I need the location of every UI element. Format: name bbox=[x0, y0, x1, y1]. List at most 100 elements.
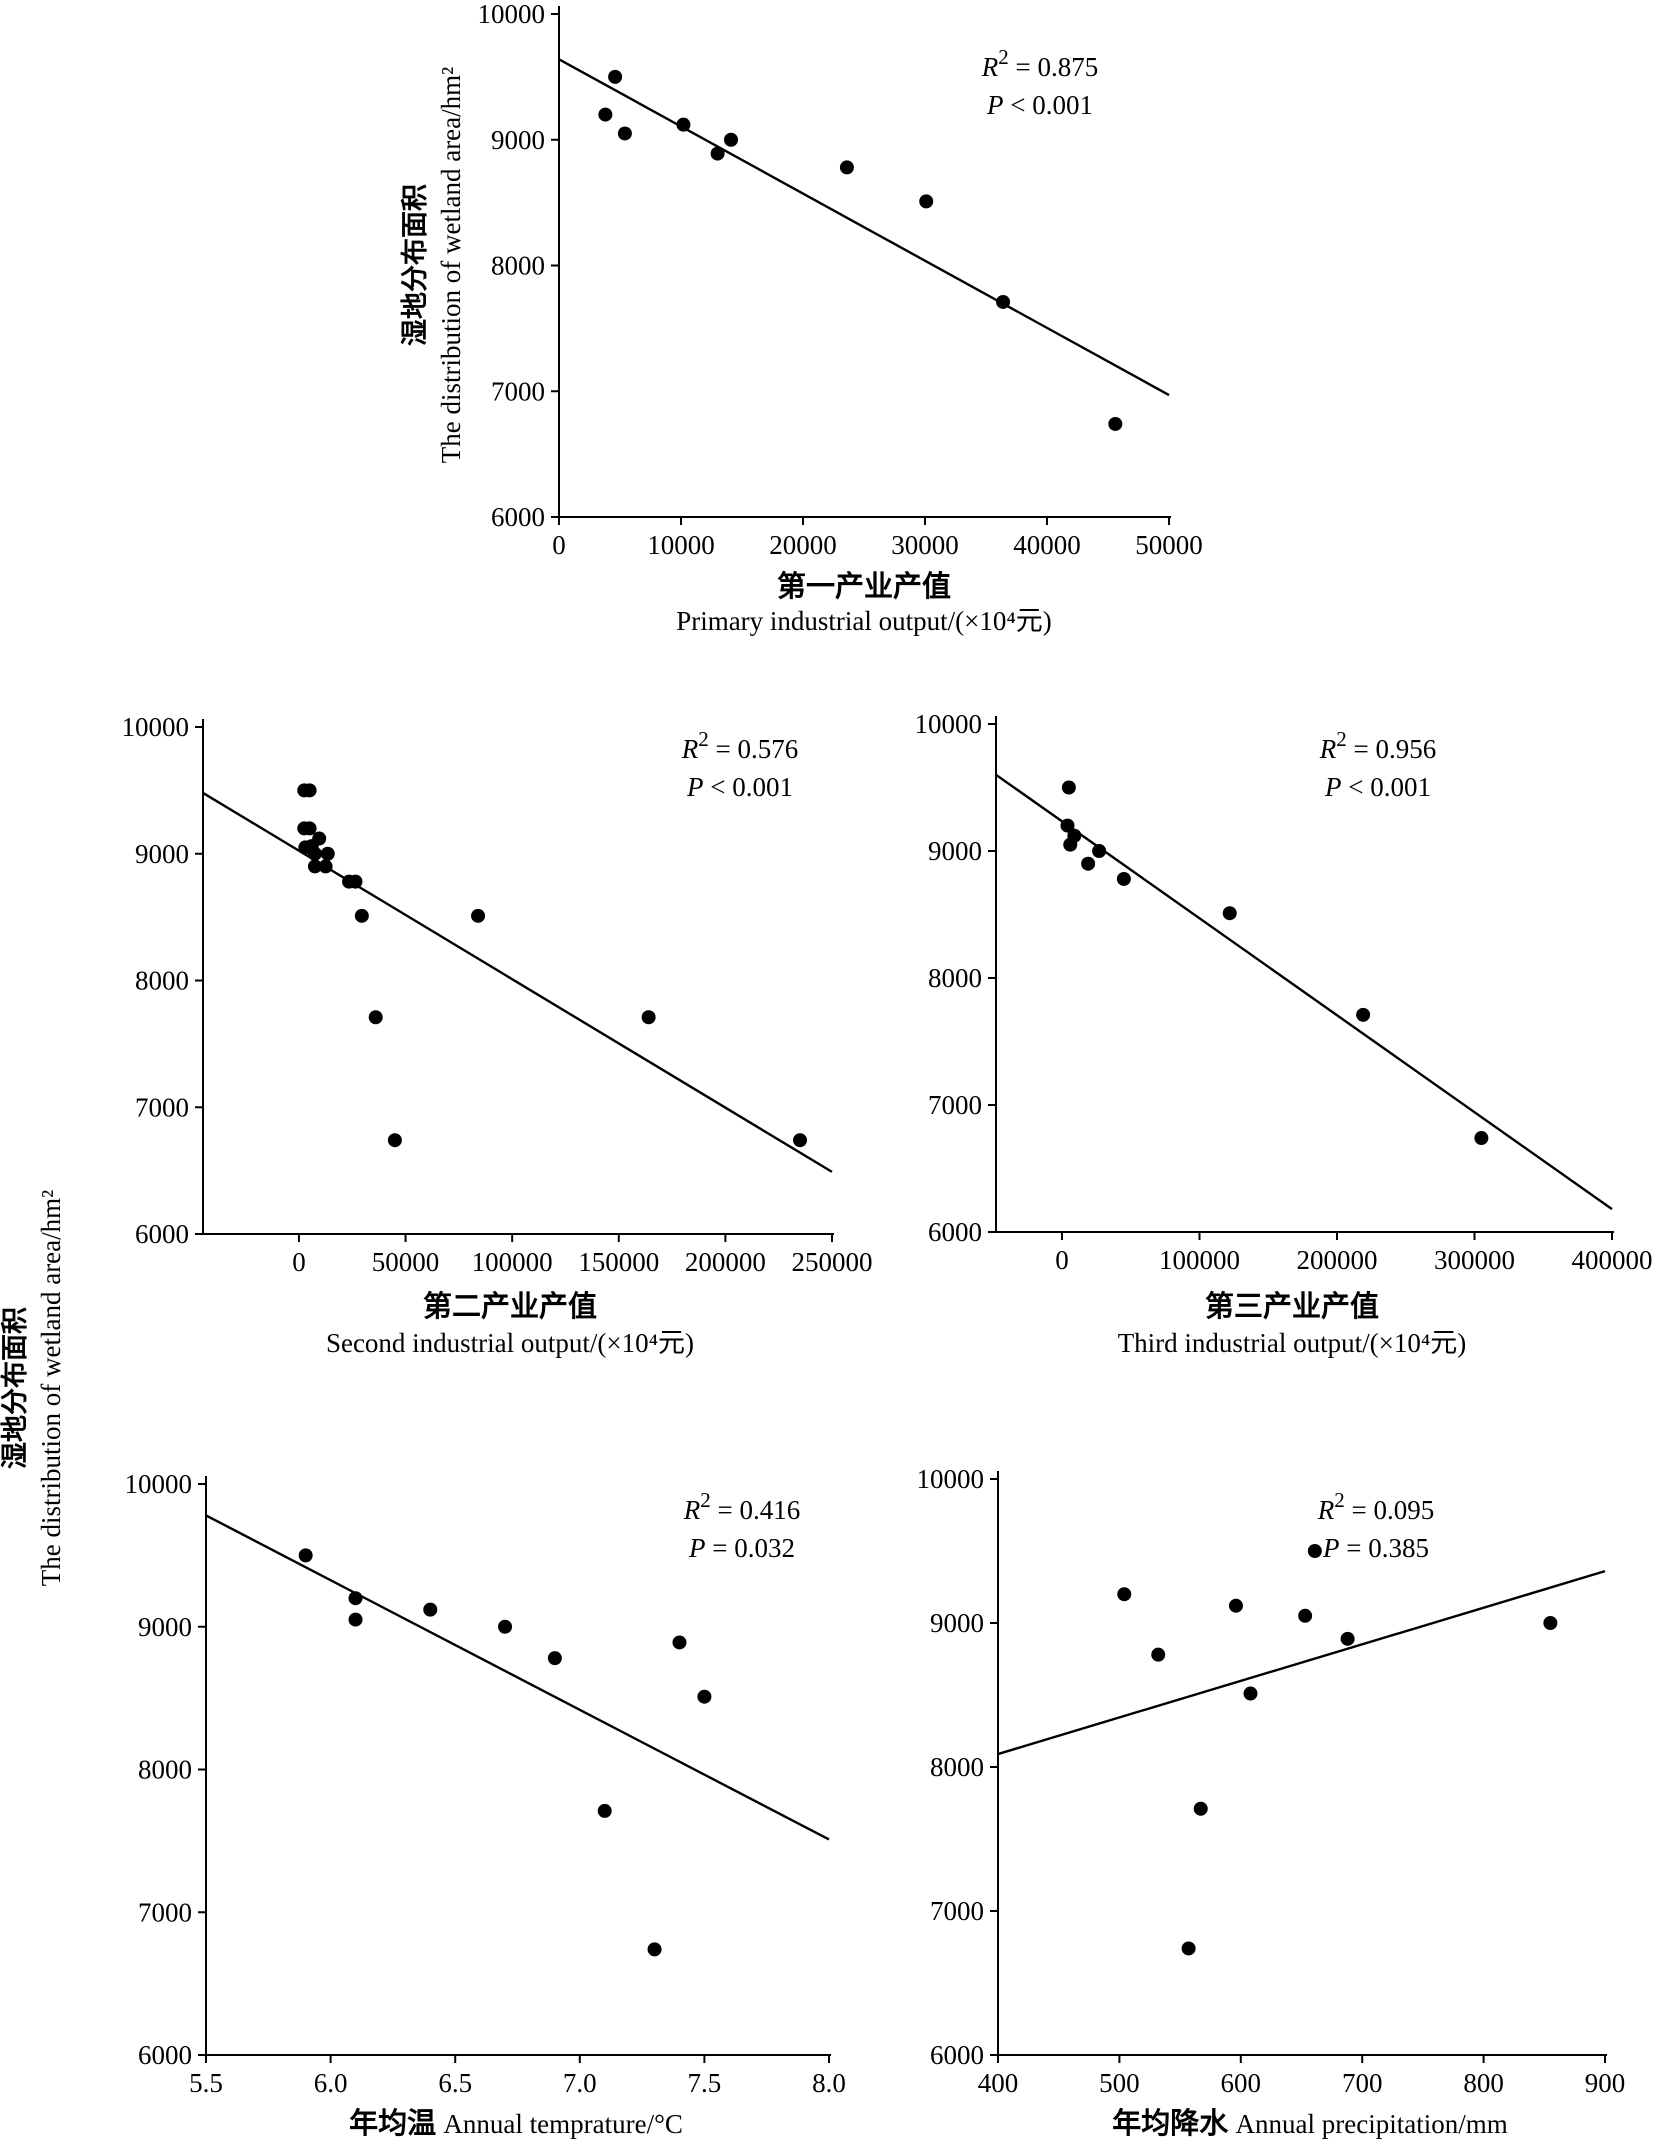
data-point bbox=[1307, 1544, 1322, 1558]
x-tick-label: 200000 bbox=[1297, 1245, 1378, 1275]
data-point bbox=[348, 1612, 363, 1627]
y-axis-label-en: The distribution of wetland area/hm² bbox=[436, 67, 466, 463]
x-tick-label: 400 bbox=[978, 2068, 1019, 2098]
y-tick-label: 9000 bbox=[135, 839, 189, 869]
data-point bbox=[1063, 837, 1078, 852]
data-point bbox=[302, 821, 317, 836]
r-squared-label: R2 = 0.956 bbox=[1319, 727, 1436, 764]
data-point bbox=[608, 69, 623, 84]
data-point bbox=[1228, 1598, 1243, 1613]
x-tick-label: 50000 bbox=[372, 1247, 440, 1277]
x-tick-label: 0 bbox=[1055, 1245, 1069, 1275]
x-axis-label-cn: 第一产业产值 bbox=[777, 569, 951, 603]
x-axis-label: 年均降水 Annual precipitation/mm bbox=[1112, 2106, 1507, 2140]
y-tick-label: 6000 bbox=[135, 1219, 189, 1249]
data-point bbox=[298, 1548, 313, 1563]
data-point bbox=[471, 908, 486, 923]
data-point bbox=[498, 1619, 513, 1634]
data-point bbox=[710, 146, 725, 161]
y-tick-label: 9000 bbox=[928, 836, 982, 866]
y-tick-label: 6000 bbox=[930, 2040, 984, 2070]
data-point bbox=[302, 783, 317, 798]
y-tick-label: 8000 bbox=[135, 966, 189, 996]
data-point bbox=[387, 1133, 402, 1148]
x-tick-label: 150000 bbox=[578, 1247, 659, 1277]
data-point bbox=[1193, 1801, 1208, 1816]
data-point bbox=[1151, 1647, 1166, 1662]
x-tick-label: 30000 bbox=[891, 530, 959, 560]
panel-primary-industry: 6000 7000 8000 9000 10000 0 10000 20000 30000 400… bbox=[400, 0, 1203, 636]
x-axis-label-cn: 第二产业产值 bbox=[423, 1289, 597, 1323]
x-axis-label-en: Second industrial output/(×10⁴元) bbox=[326, 1328, 694, 1358]
data-point bbox=[996, 294, 1011, 309]
y-tick-label: 9000 bbox=[491, 125, 545, 155]
data-point bbox=[307, 859, 322, 874]
x-axis-label-en: Third industrial output/(×10⁴元) bbox=[1118, 1328, 1467, 1358]
regression-line bbox=[997, 1570, 1606, 1756]
y-tick-label: 10000 bbox=[917, 1464, 985, 1494]
data-point bbox=[547, 1651, 562, 1666]
x-tick-label: 100000 bbox=[1159, 1245, 1240, 1275]
p-value-label: P = 0.032 bbox=[688, 1533, 795, 1563]
p-value-label: P = 0.385 bbox=[1322, 1533, 1429, 1563]
data-point bbox=[318, 859, 333, 874]
regression-line bbox=[995, 773, 1613, 1211]
data-point bbox=[1061, 780, 1076, 795]
x-tick-label: 10000 bbox=[647, 530, 715, 560]
x-tick-label: 700 bbox=[1342, 2068, 1383, 2098]
data-point bbox=[1181, 1941, 1196, 1956]
y-tick-label: 6000 bbox=[491, 502, 545, 532]
data-point bbox=[919, 194, 934, 209]
data-point bbox=[793, 1133, 808, 1148]
y-tick-label: 7000 bbox=[491, 376, 545, 406]
shared-ylabel-en: The distribution of wetland area/hm² bbox=[36, 1190, 66, 1586]
y-tick-label: 8000 bbox=[138, 1755, 192, 1785]
data-point bbox=[368, 1010, 383, 1025]
x-tick-label: 100000 bbox=[472, 1247, 553, 1277]
y-tick-label: 8000 bbox=[928, 963, 982, 993]
x-tick-label: 50000 bbox=[1135, 530, 1203, 560]
data-point bbox=[1116, 871, 1131, 886]
data-point bbox=[1474, 1131, 1489, 1146]
y-tick-label: 7000 bbox=[928, 1090, 982, 1120]
x-tick-label: 20000 bbox=[769, 530, 837, 560]
x-tick-label: 600 bbox=[1221, 2068, 1262, 2098]
panel-annual-temperature: 6000 7000 8000 9000 10000 5.5 6.0 6.5 7.0 7.5 8.0 R… bbox=[125, 1469, 846, 2140]
y-tick-label: 9000 bbox=[930, 1608, 984, 1638]
data-point bbox=[641, 1010, 656, 1025]
data-point bbox=[423, 1602, 438, 1617]
x-tick-label: 800 bbox=[1463, 2068, 1504, 2098]
y-tick-label: 9000 bbox=[138, 1612, 192, 1642]
x-tick-label: 200000 bbox=[685, 1247, 766, 1277]
data-point bbox=[1092, 844, 1107, 858]
data-point bbox=[1060, 818, 1075, 833]
y-tick-label: 10000 bbox=[915, 709, 983, 739]
y-tick-label: 10000 bbox=[125, 1469, 193, 1499]
x-tick-label: 6.5 bbox=[438, 2068, 472, 2098]
r-squared-label: R2 = 0.875 bbox=[981, 45, 1098, 82]
r-squared-label: R2 = 0.576 bbox=[681, 727, 798, 764]
data-point bbox=[312, 831, 327, 846]
data-point bbox=[839, 160, 854, 175]
data-point bbox=[617, 126, 632, 141]
data-point bbox=[348, 874, 363, 889]
data-point bbox=[1108, 416, 1123, 431]
x-tick-label: 7.5 bbox=[688, 2068, 722, 2098]
data-point bbox=[676, 117, 691, 132]
data-point bbox=[307, 846, 322, 861]
data-point bbox=[1117, 1587, 1132, 1602]
y-tick-label: 10000 bbox=[478, 0, 546, 29]
y-axis-label-cn: 湿地分布面积 bbox=[400, 184, 430, 346]
x-tick-label: 300000 bbox=[1434, 1245, 1515, 1275]
x-tick-label: 40000 bbox=[1013, 530, 1081, 560]
y-tick-label: 7000 bbox=[135, 1092, 189, 1122]
x-tick-label: 8.0 bbox=[812, 2068, 846, 2098]
p-value-label: P < 0.001 bbox=[1324, 772, 1431, 802]
x-tick-label: 500 bbox=[1099, 2068, 1140, 2098]
y-tick-label: 8000 bbox=[930, 1752, 984, 1782]
data-point bbox=[348, 1591, 363, 1606]
data-point bbox=[697, 1689, 712, 1704]
y-tick-label: 6000 bbox=[928, 1217, 982, 1247]
data-point bbox=[1543, 1616, 1558, 1630]
